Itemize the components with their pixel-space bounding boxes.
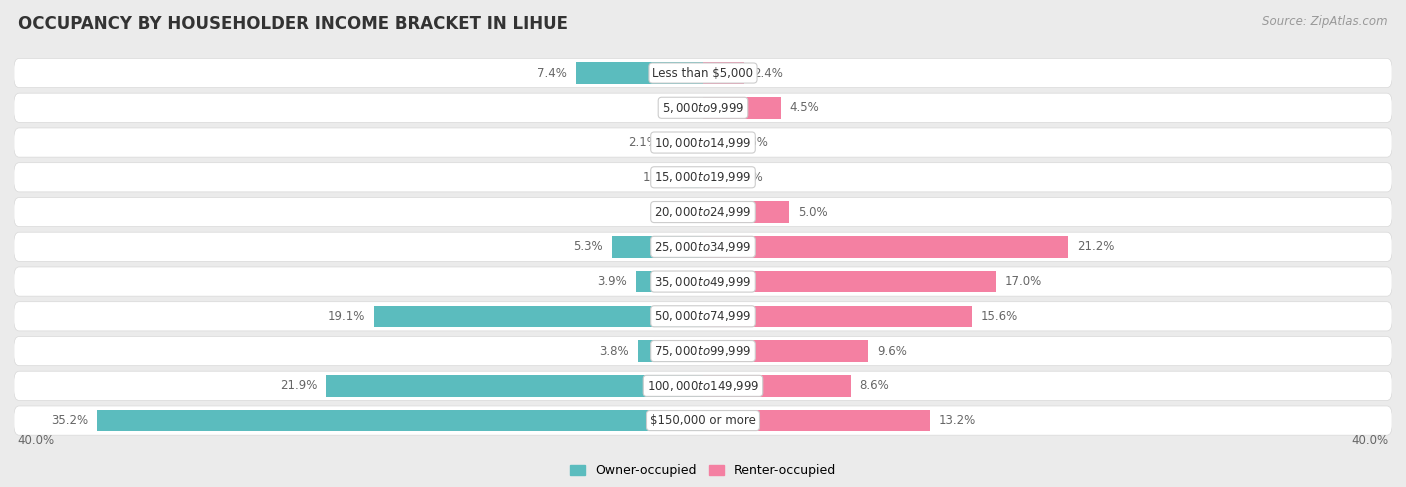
Text: OCCUPANCY BY HOUSEHOLDER INCOME BRACKET IN LIHUE: OCCUPANCY BY HOUSEHOLDER INCOME BRACKET … <box>18 15 568 33</box>
Bar <box>703 305 972 327</box>
Bar <box>637 340 703 362</box>
FancyBboxPatch shape <box>14 337 1392 366</box>
FancyBboxPatch shape <box>14 58 1392 88</box>
Text: $35,000 to $49,999: $35,000 to $49,999 <box>654 275 752 289</box>
Text: 15.6%: 15.6% <box>980 310 1018 323</box>
Bar <box>326 375 703 396</box>
Text: 5.0%: 5.0% <box>797 206 827 219</box>
Bar <box>666 132 703 153</box>
FancyBboxPatch shape <box>14 406 1392 435</box>
Text: $15,000 to $19,999: $15,000 to $19,999 <box>654 170 752 184</box>
Text: 21.9%: 21.9% <box>280 379 318 393</box>
Text: 8.6%: 8.6% <box>859 379 890 393</box>
Text: 17.0%: 17.0% <box>1004 275 1042 288</box>
Text: 0.0%: 0.0% <box>665 101 695 114</box>
Text: Less than $5,000: Less than $5,000 <box>652 67 754 79</box>
Bar <box>703 62 744 84</box>
Text: 19.1%: 19.1% <box>328 310 366 323</box>
Text: 2.4%: 2.4% <box>754 67 783 79</box>
Bar <box>636 271 703 292</box>
FancyBboxPatch shape <box>14 232 1392 262</box>
FancyBboxPatch shape <box>14 371 1392 400</box>
Text: $75,000 to $99,999: $75,000 to $99,999 <box>654 344 752 358</box>
Text: 35.2%: 35.2% <box>51 414 89 427</box>
Bar <box>703 97 780 118</box>
FancyBboxPatch shape <box>14 93 1392 122</box>
Text: $100,000 to $149,999: $100,000 to $149,999 <box>647 379 759 393</box>
Text: 40.0%: 40.0% <box>17 434 55 447</box>
FancyBboxPatch shape <box>14 128 1392 157</box>
Text: 21.2%: 21.2% <box>1077 240 1114 253</box>
Text: 13.2%: 13.2% <box>939 414 976 427</box>
Text: 40.0%: 40.0% <box>1351 434 1389 447</box>
Text: $10,000 to $14,999: $10,000 to $14,999 <box>654 135 752 150</box>
Text: 9.6%: 9.6% <box>877 345 907 357</box>
Text: $150,000 or more: $150,000 or more <box>650 414 756 427</box>
Bar <box>703 410 931 431</box>
Text: $20,000 to $24,999: $20,000 to $24,999 <box>654 205 752 219</box>
Legend: Owner-occupied, Renter-occupied: Owner-occupied, Renter-occupied <box>565 459 841 482</box>
Text: 3.9%: 3.9% <box>598 275 627 288</box>
FancyBboxPatch shape <box>14 163 1392 192</box>
Text: 2.1%: 2.1% <box>628 136 658 149</box>
Text: $5,000 to $9,999: $5,000 to $9,999 <box>662 101 744 115</box>
Text: $25,000 to $34,999: $25,000 to $34,999 <box>654 240 752 254</box>
FancyBboxPatch shape <box>14 302 1392 331</box>
Text: 7.4%: 7.4% <box>537 67 567 79</box>
Text: 3.8%: 3.8% <box>599 345 628 357</box>
Text: Source: ZipAtlas.com: Source: ZipAtlas.com <box>1263 15 1388 28</box>
Text: 1.3%: 1.3% <box>643 171 672 184</box>
Bar <box>703 167 725 188</box>
Text: 5.3%: 5.3% <box>574 240 603 253</box>
Bar <box>374 305 703 327</box>
Text: 1.3%: 1.3% <box>734 171 763 184</box>
Bar <box>703 340 869 362</box>
Bar <box>703 375 851 396</box>
Bar <box>703 236 1069 258</box>
Text: $50,000 to $74,999: $50,000 to $74,999 <box>654 309 752 323</box>
Bar <box>612 236 703 258</box>
Text: 4.5%: 4.5% <box>789 101 818 114</box>
FancyBboxPatch shape <box>14 197 1392 226</box>
FancyBboxPatch shape <box>14 267 1392 296</box>
Bar <box>97 410 703 431</box>
Text: 1.6%: 1.6% <box>740 136 769 149</box>
Bar <box>681 167 703 188</box>
Text: 0.0%: 0.0% <box>665 206 695 219</box>
Bar <box>703 201 789 223</box>
Bar <box>703 271 995 292</box>
Bar <box>703 132 731 153</box>
Bar <box>575 62 703 84</box>
